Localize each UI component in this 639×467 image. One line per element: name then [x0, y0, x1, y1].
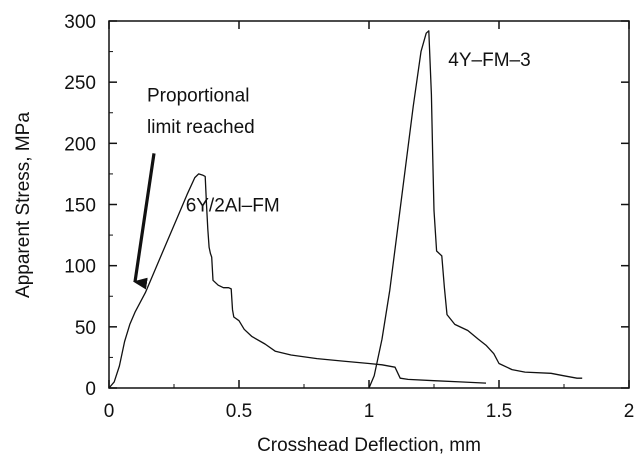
- y-tick-label: 250: [64, 73, 96, 94]
- proportional-limit-arrow: [133, 153, 156, 290]
- x-axis-title: Crosshead Deflection, mm: [257, 435, 481, 456]
- annotation-layer: Proportional limit reached 6Y/2Al–FM 4Y–FM–…: [133, 50, 531, 290]
- axis-tick-labels: 0 0.5 1 1.5 2 0 50 100 150 200 250 300: [64, 12, 634, 422]
- y-tick-label: 50: [75, 318, 96, 339]
- x-tick-label: 2: [624, 401, 635, 422]
- y-tick-label: 200: [64, 134, 96, 155]
- annotation-proportional: Proportional: [147, 85, 249, 106]
- label-4y-fm-3: 4Y–FM–3: [448, 50, 530, 71]
- series-line-6y-2al-fm: [108, 173, 487, 389]
- series-layer: [108, 30, 583, 389]
- x-tick-label: 0: [104, 401, 115, 422]
- annotation-limit-reached: limit reached: [147, 117, 255, 138]
- y-tick-label: 100: [64, 257, 96, 278]
- y-tick-label: 0: [85, 379, 96, 400]
- y-axis-title: Apparent Stress, MPa: [13, 112, 34, 298]
- y-tick-label: 300: [64, 12, 96, 33]
- axis-ticks: [108, 20, 630, 389]
- y-tick-label: 150: [64, 196, 96, 217]
- series-line-4y-fm-3: [368, 30, 583, 389]
- label-6y-2al-fm: 6Y/2Al–FM: [186, 196, 280, 217]
- x-tick-label: 0.5: [226, 401, 252, 422]
- x-tick-label: 1.5: [486, 401, 512, 422]
- x-tick-label: 1: [364, 401, 375, 422]
